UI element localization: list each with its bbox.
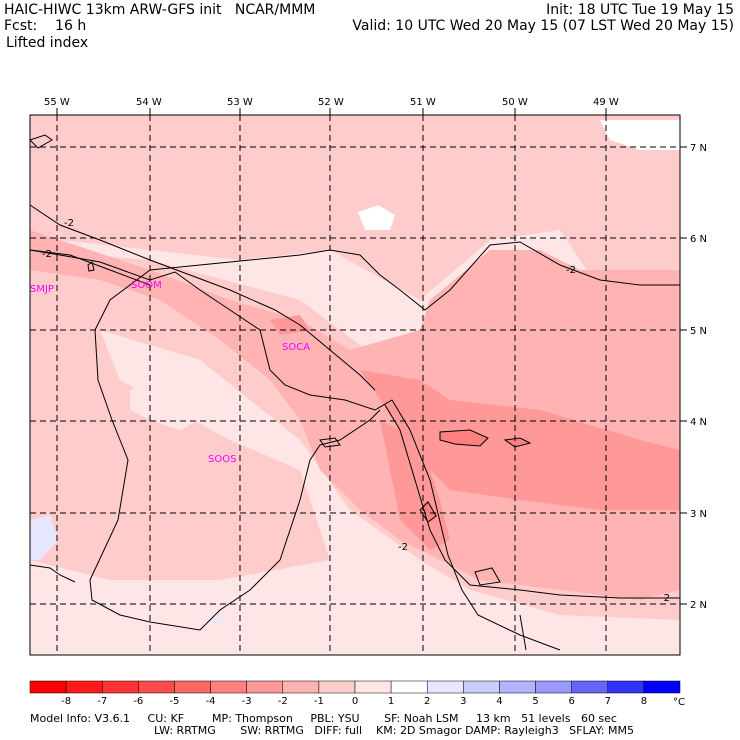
colorbar-tick-label: 4 xyxy=(496,696,502,707)
colorbar-swatch xyxy=(463,680,500,694)
colorbar-swatch xyxy=(499,680,536,694)
colorbar-swatch xyxy=(390,680,428,694)
forecast-hour: Fcst: 16 h xyxy=(4,18,87,34)
init-time: Init: 18 UTC Tue 19 May 15 xyxy=(546,2,734,18)
colorbar-tick-label: -7 xyxy=(97,696,107,707)
colorbar-swatch xyxy=(535,680,572,694)
contour-label: -2 xyxy=(42,249,52,260)
colorbar-swatch xyxy=(318,680,356,694)
model-title: HAIC-HIWC 13km ARW-GFS init NCAR/MMM xyxy=(4,2,316,18)
lon-label: 51 W xyxy=(410,97,436,108)
colorbar-tick-label: -3 xyxy=(242,696,252,707)
colorbar-swatch xyxy=(174,680,211,694)
lat-label: 2 N xyxy=(690,600,707,611)
lat-label: 6 N xyxy=(690,234,707,245)
shading-zero xyxy=(30,120,680,655)
station-label: SOOM xyxy=(131,280,162,291)
contour-minus2 xyxy=(29,134,680,599)
lat-label: 4 N xyxy=(690,417,707,428)
colorbar-swatch xyxy=(571,680,609,694)
colorbar-swatch xyxy=(643,680,681,694)
colorbar-tick-label: 6 xyxy=(568,696,574,707)
colorbar-tick-label: 8 xyxy=(641,696,647,707)
colorbar-swatch xyxy=(354,680,392,694)
footer-model-info: Model Info: V3.6.1 CU: KF MP: Thompson P… xyxy=(30,712,617,725)
contour-label: -2 xyxy=(64,218,74,229)
station-label: SOOS xyxy=(208,454,236,465)
lon-label: 54 W xyxy=(136,97,162,108)
lon-label: 52 W xyxy=(318,97,344,108)
map-border xyxy=(29,114,681,656)
colorbar-tick-label: -1 xyxy=(314,696,324,707)
valid-time: Valid: 10 UTC Wed 20 May 15 (07 LST Wed … xyxy=(352,18,734,34)
colorbar-swatch xyxy=(138,680,175,694)
footer-physics-info: LW: RRTMG SW: RRTMG DIFF: full KM: 2D Sm… xyxy=(154,724,634,737)
colorbar-swatch xyxy=(65,680,103,694)
colorbar-swatch xyxy=(607,680,645,694)
lat-lon-grid xyxy=(30,115,680,655)
colorbar-tick-label: -8 xyxy=(61,696,71,707)
colorbar-swatch xyxy=(210,680,247,694)
lat-label: 5 N xyxy=(690,326,707,337)
lon-label: 53 W xyxy=(227,97,253,108)
colorbar-tick-label: 2 xyxy=(424,696,430,707)
contour-label: -2 xyxy=(566,265,576,276)
colorbar-swatch xyxy=(282,680,320,694)
colorbar-unit: °C xyxy=(673,697,685,708)
contour-label: -2 xyxy=(398,542,408,553)
station-label: SMJP xyxy=(30,284,54,295)
field-name: Lifted index xyxy=(6,35,89,51)
colorbar-tick-label: -6 xyxy=(133,696,143,707)
lon-label: 50 W xyxy=(502,97,528,108)
colorbar-tick-label: 0 xyxy=(352,696,358,707)
lat-label: 3 N xyxy=(690,509,707,520)
colorbar-tick-label: 5 xyxy=(532,696,538,707)
shading-minus2 xyxy=(30,230,680,600)
lon-label: 55 W xyxy=(44,97,70,108)
lat-label: 7 N xyxy=(690,143,707,154)
axis-ticks xyxy=(56,108,687,605)
colorbar-swatch xyxy=(246,680,284,694)
coastline xyxy=(29,249,561,651)
colorbar: -8 -7 -6 -5 -4 -3 -2 -1 0 1 2 3 4 5 6 7 8 xyxy=(29,680,681,707)
colorbar-tick-label: -4 xyxy=(206,696,216,707)
contour-label: -2 xyxy=(660,593,670,604)
station-label: SOCA xyxy=(282,342,310,353)
colorbar-tick-label: 7 xyxy=(605,696,611,707)
colorbar-tick-label: -2 xyxy=(278,696,288,707)
lon-label: 49 W xyxy=(593,97,619,108)
colorbar-tick-label: 1 xyxy=(388,696,394,707)
colorbar-swatch xyxy=(29,680,67,694)
colorbar-tick-label: 3 xyxy=(460,696,466,707)
colorbar-swatch xyxy=(101,680,139,694)
colorbar-tick-label: -5 xyxy=(169,696,179,707)
colorbar-swatch xyxy=(426,680,464,694)
